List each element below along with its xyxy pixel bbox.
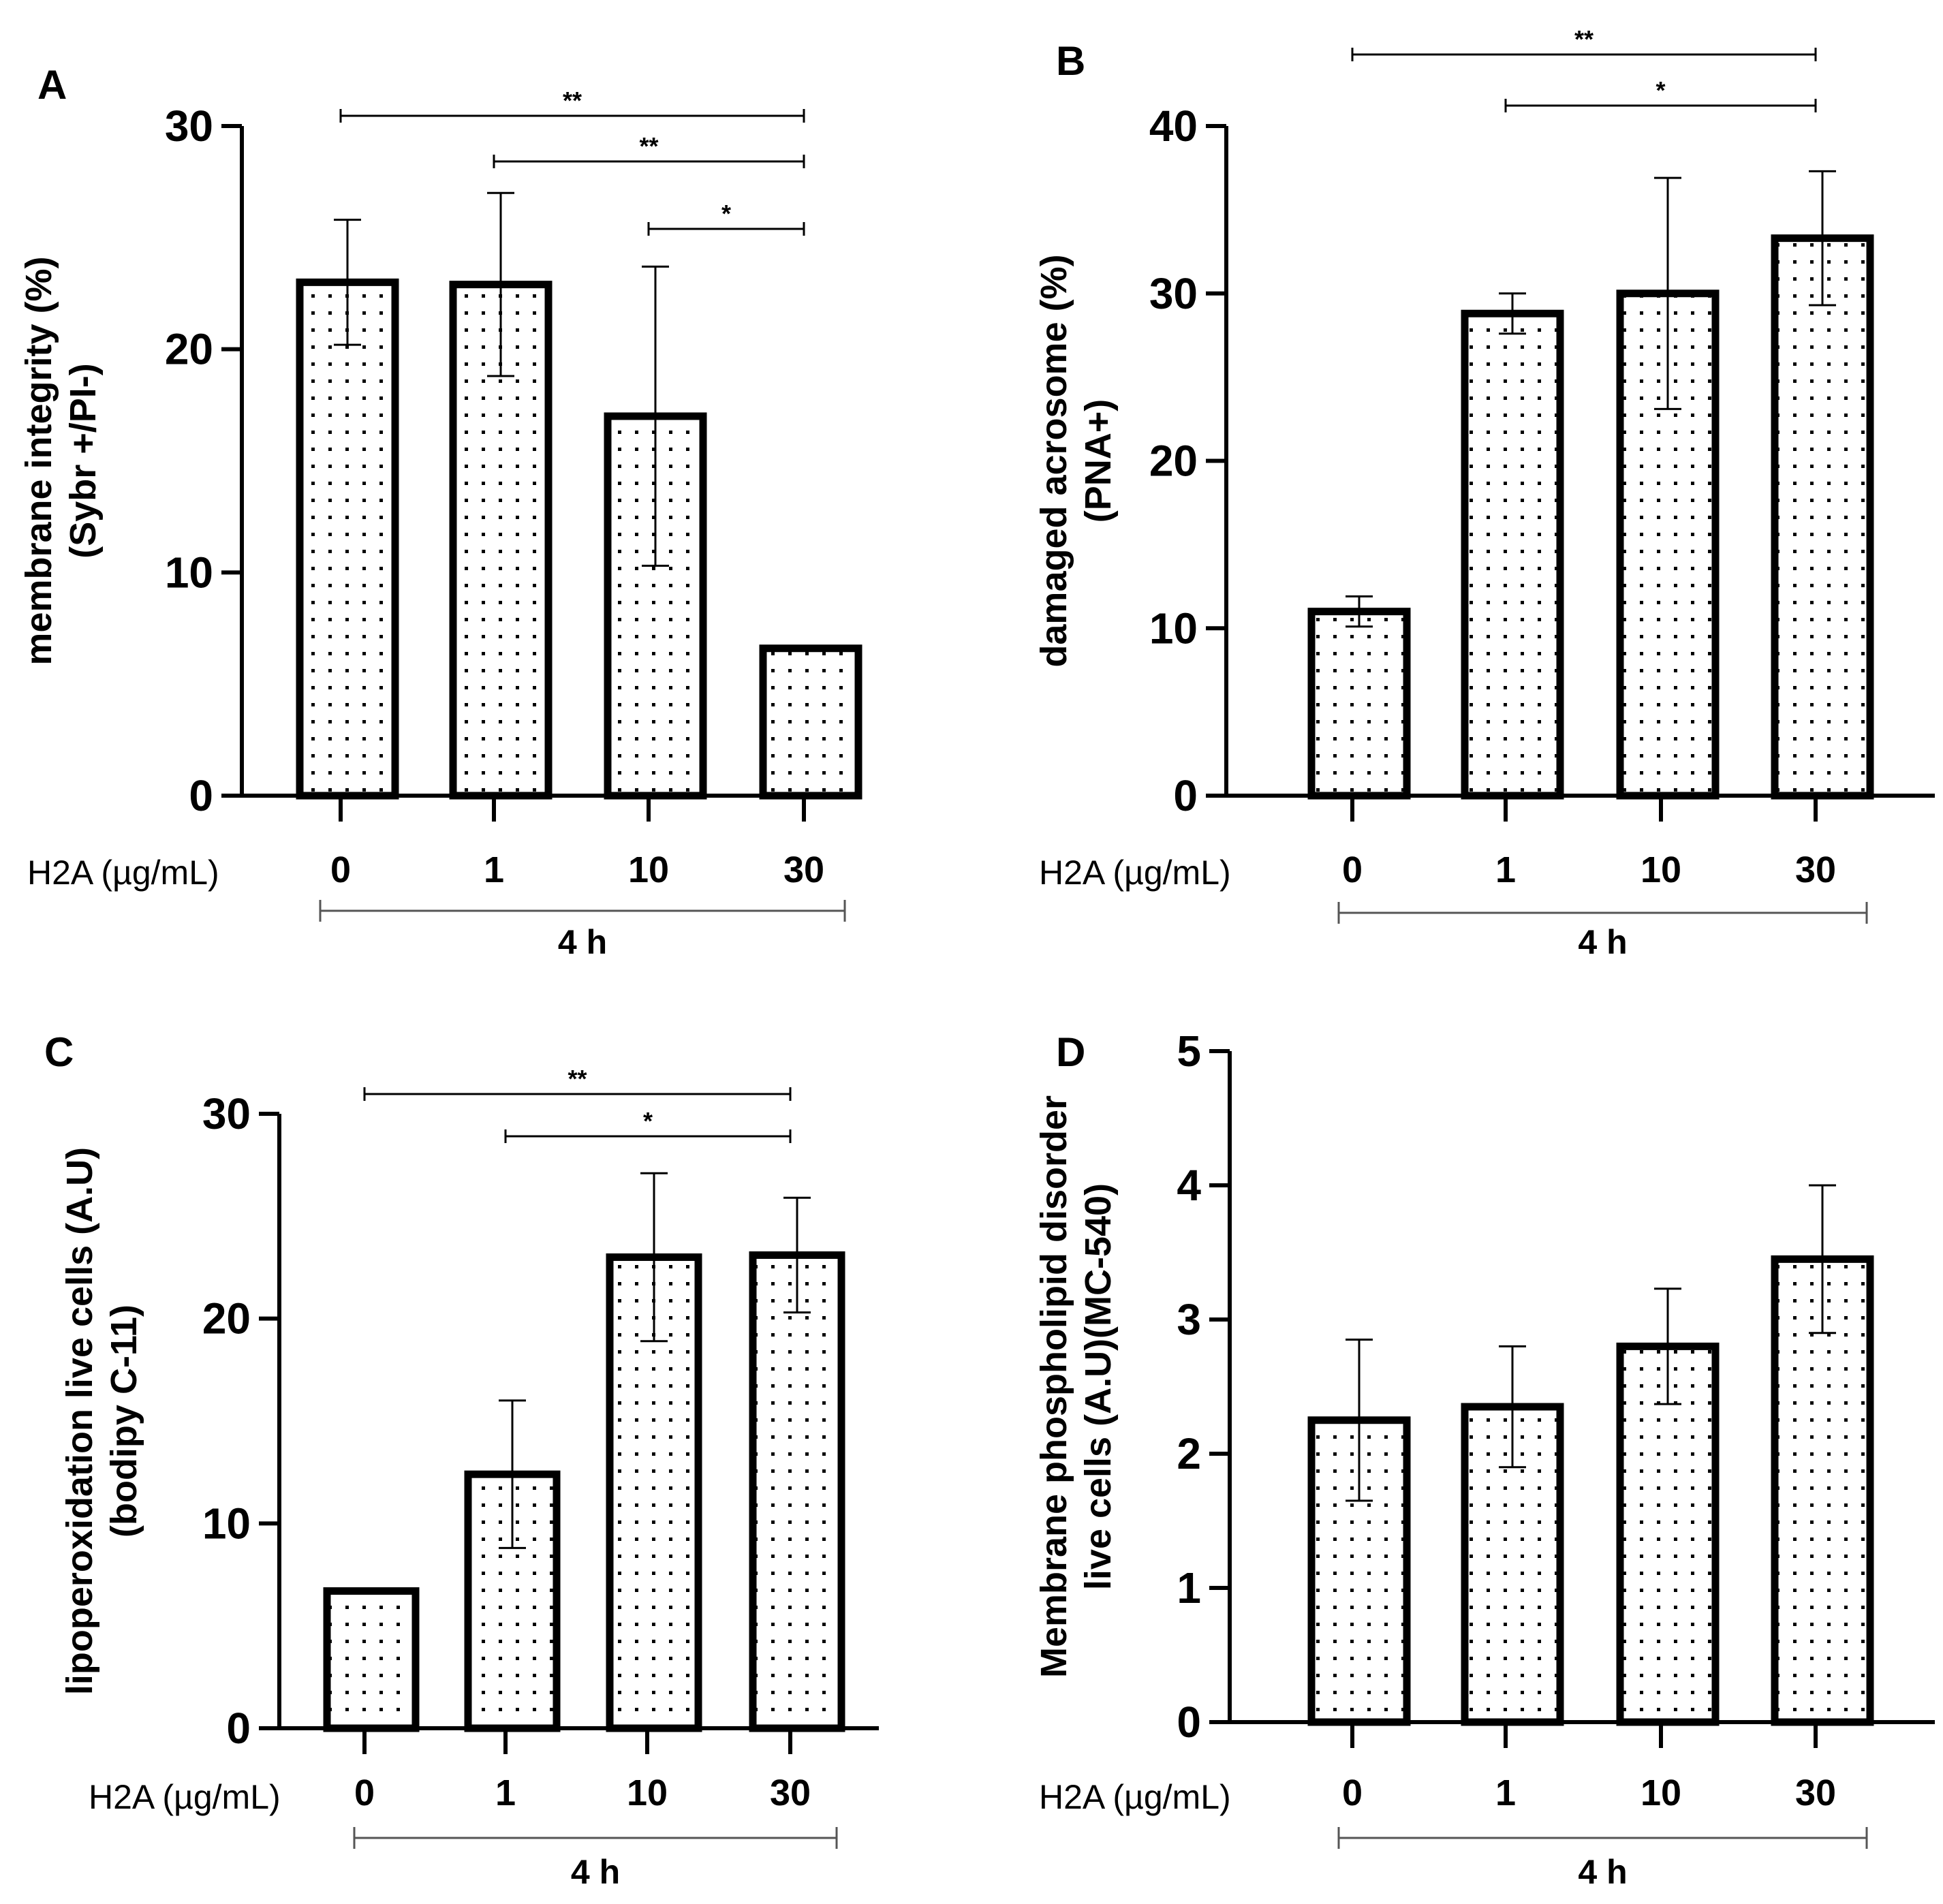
y-axis-title-C: lipoperoxidation live cells (A.U) bbox=[59, 1147, 100, 1695]
panel-letter-B: B bbox=[1056, 38, 1085, 84]
x-tick-label-C-30: 30 bbox=[770, 1773, 811, 1813]
y-tick-label-D-1: 1 bbox=[1177, 1563, 1201, 1612]
y-tick-label-D-4: 4 bbox=[1177, 1161, 1201, 1210]
x-axis-title-D: H2A (µg/mL) bbox=[1039, 1778, 1231, 1816]
group-label-D: 4 h bbox=[1578, 1853, 1627, 1891]
significance-label-B-0: ** bbox=[1574, 25, 1594, 53]
y-tick-label-B-10: 10 bbox=[1149, 604, 1198, 653]
y-tick-label-B-40: 40 bbox=[1149, 102, 1198, 151]
panel-letter-D: D bbox=[1056, 1029, 1085, 1075]
x-tick-label-C-10: 10 bbox=[627, 1773, 668, 1813]
y-tick-label-D-2: 2 bbox=[1177, 1429, 1201, 1478]
y-axis-subtitle-A: (Sybr +/PI-) bbox=[63, 363, 104, 559]
significance-label-C-0: ** bbox=[568, 1065, 587, 1093]
bar-D-30 bbox=[1771, 1255, 1874, 1726]
group-label-B: 4 h bbox=[1578, 923, 1627, 961]
y-tick-label-C-0: 0 bbox=[226, 1704, 251, 1753]
y-tick-label-D-5: 5 bbox=[1177, 1027, 1201, 1076]
x-tick-label-B-0: 0 bbox=[1342, 849, 1363, 890]
bar-B-0 bbox=[1307, 608, 1411, 800]
x-tick-label-D-30: 30 bbox=[1795, 1773, 1836, 1813]
bar-A-30 bbox=[759, 644, 862, 800]
y-axis-title-D: Membrane phospholipid disorder bbox=[1033, 1095, 1074, 1678]
y-axis-subtitle-B: (PNA+) bbox=[1078, 399, 1119, 523]
x-tick-label-C-1: 1 bbox=[495, 1773, 516, 1813]
significance-label-B-1: * bbox=[1656, 76, 1665, 104]
y-tick-label-D-3: 3 bbox=[1177, 1295, 1201, 1344]
y-tick-label-C-30: 30 bbox=[202, 1089, 251, 1138]
y-tick-label-A-30: 30 bbox=[165, 102, 213, 151]
bar-C-0 bbox=[323, 1587, 420, 1732]
x-axis-title-B: H2A (µg/mL) bbox=[1039, 854, 1231, 892]
bar-A-0 bbox=[296, 278, 399, 800]
y-tick-label-B-0: 0 bbox=[1173, 771, 1198, 820]
x-tick-label-D-10: 10 bbox=[1641, 1773, 1681, 1813]
y-tick-label-A-10: 10 bbox=[165, 548, 213, 597]
panel-letter-C: C bbox=[44, 1029, 74, 1075]
bar-C-30 bbox=[749, 1251, 845, 1732]
significance-label-A-0: ** bbox=[563, 87, 582, 114]
bar-B-30 bbox=[1771, 234, 1874, 800]
y-tick-label-B-20: 20 bbox=[1149, 437, 1198, 486]
x-tick-label-A-1: 1 bbox=[484, 849, 504, 890]
panel-letter-A: A bbox=[37, 62, 67, 108]
x-tick-label-B-1: 1 bbox=[1495, 849, 1516, 890]
y-tick-label-B-30: 30 bbox=[1149, 269, 1198, 318]
x-tick-label-A-0: 0 bbox=[330, 849, 351, 890]
x-axis-title-C: H2A (µg/mL) bbox=[89, 1778, 281, 1816]
significance-label-A-1: ** bbox=[639, 132, 658, 160]
y-tick-label-A-0: 0 bbox=[189, 771, 213, 820]
y-axis-subtitle-C: (bodipy C-11) bbox=[104, 1305, 144, 1538]
significance-label-A-2: * bbox=[721, 200, 731, 228]
x-tick-label-C-0: 0 bbox=[354, 1773, 375, 1813]
group-label-A: 4 h bbox=[558, 923, 607, 961]
y-tick-label-A-20: 20 bbox=[165, 325, 213, 374]
x-tick-label-D-1: 1 bbox=[1495, 1773, 1516, 1813]
x-tick-label-B-10: 10 bbox=[1641, 849, 1681, 890]
group-label-C: 4 h bbox=[571, 1853, 620, 1891]
x-tick-label-B-30: 30 bbox=[1795, 849, 1836, 890]
x-axis-title-A: H2A (µg/mL) bbox=[27, 854, 219, 892]
x-tick-label-A-30: 30 bbox=[783, 849, 824, 890]
y-axis-title-B: damaged acrosome (%) bbox=[1033, 254, 1074, 667]
y-axis-title-A: membrane integrity (%) bbox=[18, 256, 59, 665]
bar-B-1 bbox=[1461, 309, 1564, 800]
x-tick-label-A-10: 10 bbox=[628, 849, 669, 890]
y-tick-label-C-10: 10 bbox=[202, 1499, 251, 1548]
x-tick-label-D-0: 0 bbox=[1342, 1773, 1363, 1813]
y-axis-subtitle-D: live cells (A.U)(MC-540) bbox=[1078, 1183, 1119, 1590]
y-tick-label-C-20: 20 bbox=[202, 1294, 251, 1343]
y-tick-label-D-0: 0 bbox=[1177, 1698, 1201, 1747]
significance-label-C-1: * bbox=[643, 1107, 653, 1135]
